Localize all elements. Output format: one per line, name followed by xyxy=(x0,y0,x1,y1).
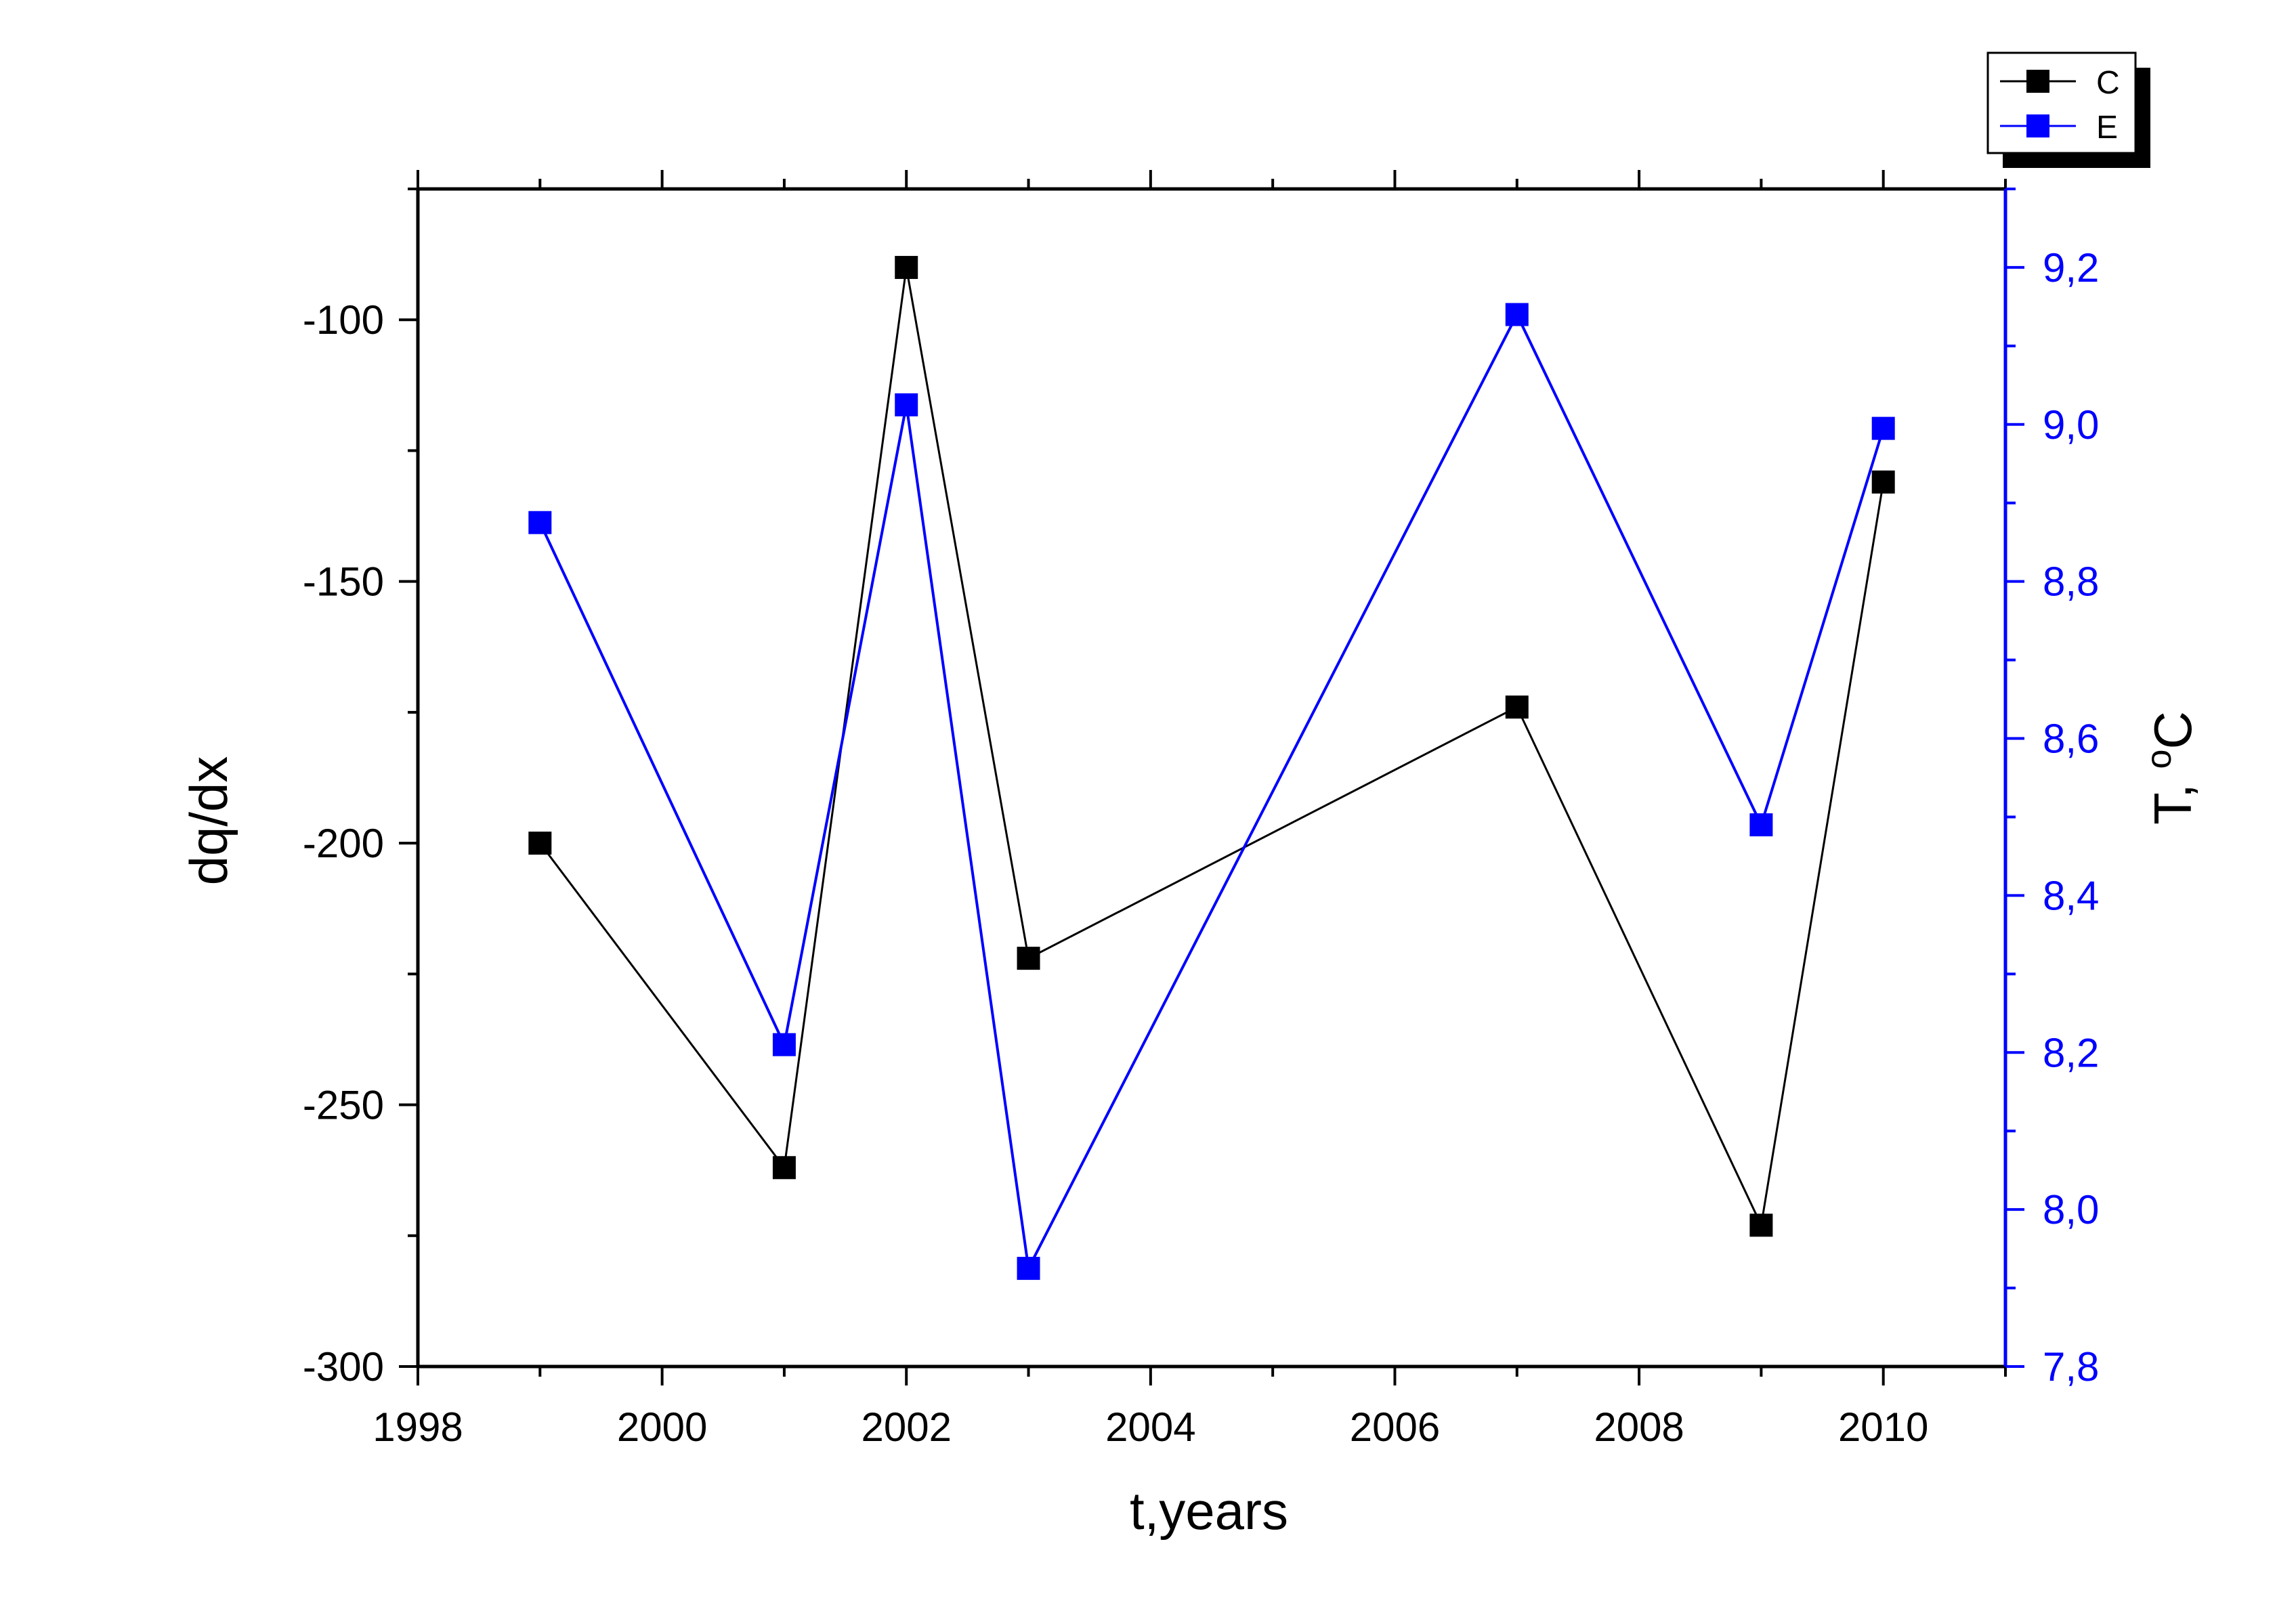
y-right-tick-label: 8,6 xyxy=(2043,716,2099,762)
data-point-E xyxy=(895,393,918,416)
data-point-C xyxy=(1505,695,1529,719)
data-point-C xyxy=(1749,1213,1773,1237)
y-left-tick-label: -200 xyxy=(303,821,384,866)
y-left-tick-label: -250 xyxy=(303,1083,384,1128)
x-tick-label: 1998 xyxy=(373,1404,463,1450)
legend-label-E: E xyxy=(2096,110,2118,146)
data-point-E xyxy=(1749,813,1773,837)
legend-label-C: C xyxy=(2096,65,2120,101)
data-point-E xyxy=(1017,1257,1040,1281)
y-right-tick-label: 8,2 xyxy=(2043,1030,2099,1075)
y-axis-right-label-main: T, xyxy=(2143,769,2203,824)
x-tick-label: 2006 xyxy=(1350,1404,1440,1450)
y-axis-right-label-tail: C xyxy=(2143,711,2203,749)
data-point-E xyxy=(528,511,552,534)
legend-marker-C xyxy=(2026,70,2049,93)
ticks: 1998 2000 2002 2004 2006 2008 2010 -300 -250 -200… xyxy=(303,170,2099,1450)
series xyxy=(528,255,1895,1281)
y-left-tick-label: -300 xyxy=(303,1344,384,1390)
y-right-tick-label: 9,2 xyxy=(2043,245,2099,291)
y-right-tick-label: 7,8 xyxy=(2043,1344,2099,1390)
data-point-E xyxy=(772,1033,796,1056)
legend-marker-E xyxy=(2026,114,2049,137)
y-right-tick-label: 9,0 xyxy=(2043,402,2099,448)
data-point-E xyxy=(1871,416,1895,440)
y-axis-right-label: T, oC xyxy=(2140,711,2203,825)
y-axis-left-label: dq/dx xyxy=(179,756,238,886)
axes xyxy=(416,187,2007,1369)
y-left-tick-label: -100 xyxy=(303,297,384,343)
data-point-C xyxy=(1017,947,1040,970)
data-point-E xyxy=(1505,303,1529,326)
y-axis-right-label-sup: o xyxy=(2140,750,2179,769)
y-right-tick-label: 8,0 xyxy=(2043,1187,2099,1232)
legend: CE xyxy=(1986,51,2150,168)
series-line-E xyxy=(538,311,1885,1273)
data-point-C xyxy=(895,255,918,279)
series-line-C xyxy=(539,267,1885,1229)
legend-box xyxy=(1986,51,2137,154)
data-point-C xyxy=(528,832,552,855)
x-tick-label: 2008 xyxy=(1594,1404,1684,1450)
data-point-C xyxy=(1871,470,1895,494)
x-tick-label: 2010 xyxy=(1838,1404,1928,1450)
y-right-tick-label: 8,4 xyxy=(2043,873,2099,918)
data-point-C xyxy=(772,1156,796,1180)
x-tick-label: 2004 xyxy=(1105,1404,1195,1450)
x-axis-label: t,years xyxy=(1130,1481,1288,1541)
y-right-tick-label: 8,8 xyxy=(2043,559,2099,605)
x-tick-label: 2002 xyxy=(861,1404,951,1450)
y-left-tick-label: -150 xyxy=(303,559,384,605)
x-tick-label: 2000 xyxy=(617,1404,707,1450)
